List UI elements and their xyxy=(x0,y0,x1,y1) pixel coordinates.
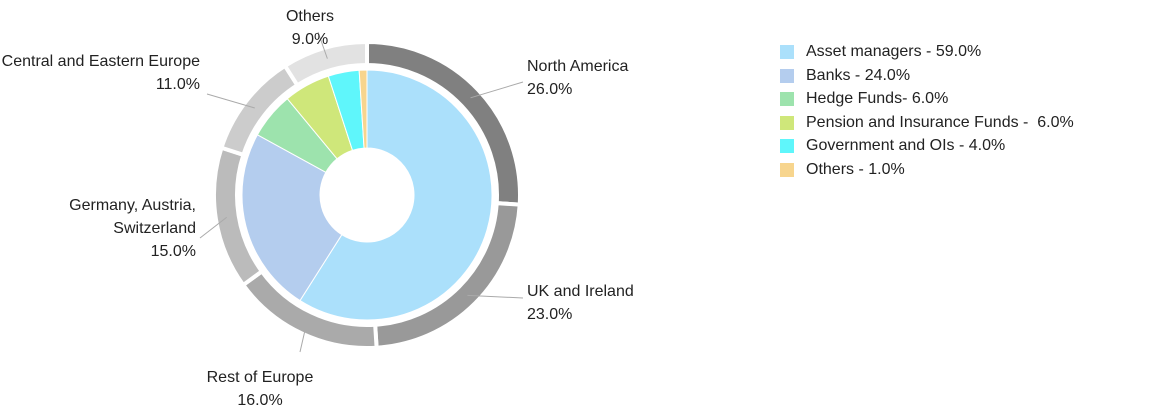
slice-value: 15.0% xyxy=(150,243,196,260)
legend-label: Pension and Insurance Funds - 6.0% xyxy=(806,113,1074,131)
slice-value: 16.0% xyxy=(237,392,283,409)
legend-swatch xyxy=(780,68,794,83)
slice-label: Others 9.0% xyxy=(230,5,390,51)
legend-label: Others - 1.0% xyxy=(806,160,905,178)
leader-line xyxy=(317,31,328,59)
slice-name: North America xyxy=(527,58,629,75)
inner-slice xyxy=(299,69,493,321)
slice-value: 9.0% xyxy=(291,31,329,48)
leader-line xyxy=(199,216,228,239)
legend-label: Asset managers - 59.0% xyxy=(806,43,982,60)
legend-swatch xyxy=(780,115,794,130)
leader-line xyxy=(206,93,255,109)
slice-name: Rest of Europe xyxy=(206,369,314,386)
slice-label: UK and Ireland 23.0% xyxy=(527,280,687,326)
slice-name: Others xyxy=(285,8,334,25)
slice-label: Central and Eastern Europe 11.0% xyxy=(0,50,200,96)
legend-label: Government and OIs - 4.0% xyxy=(806,137,1006,154)
slice-value: 11.0% xyxy=(155,76,200,93)
legend-label: Banks - 24.0% xyxy=(806,66,911,84)
legend-label: Hedge Funds- 6.0% xyxy=(806,90,949,107)
leader-line xyxy=(470,81,524,99)
inner-slice xyxy=(358,69,368,149)
legend-swatch xyxy=(780,92,794,106)
inner-slice xyxy=(241,134,343,302)
slice-name: UK and Ireland xyxy=(527,283,634,300)
leader-line xyxy=(299,323,308,353)
leader-line xyxy=(467,294,524,299)
slice-name: Germany, Austria, Switzerland xyxy=(69,197,196,237)
slice-name: Central and Eastern Europe xyxy=(1,53,200,70)
slice-value: 23.0% xyxy=(527,306,573,323)
slice-value: 26.0% xyxy=(527,81,573,98)
slice-label: Rest of Europe 16.0% xyxy=(160,366,360,412)
slice-label: North America 26.0% xyxy=(527,55,687,101)
outer-slice xyxy=(282,39,369,88)
legend-swatch xyxy=(780,139,794,153)
legend-swatch xyxy=(780,162,794,177)
legend-swatch xyxy=(780,45,794,59)
slice-label: Germany, Austria, Switzerland 15.0% xyxy=(0,194,196,263)
